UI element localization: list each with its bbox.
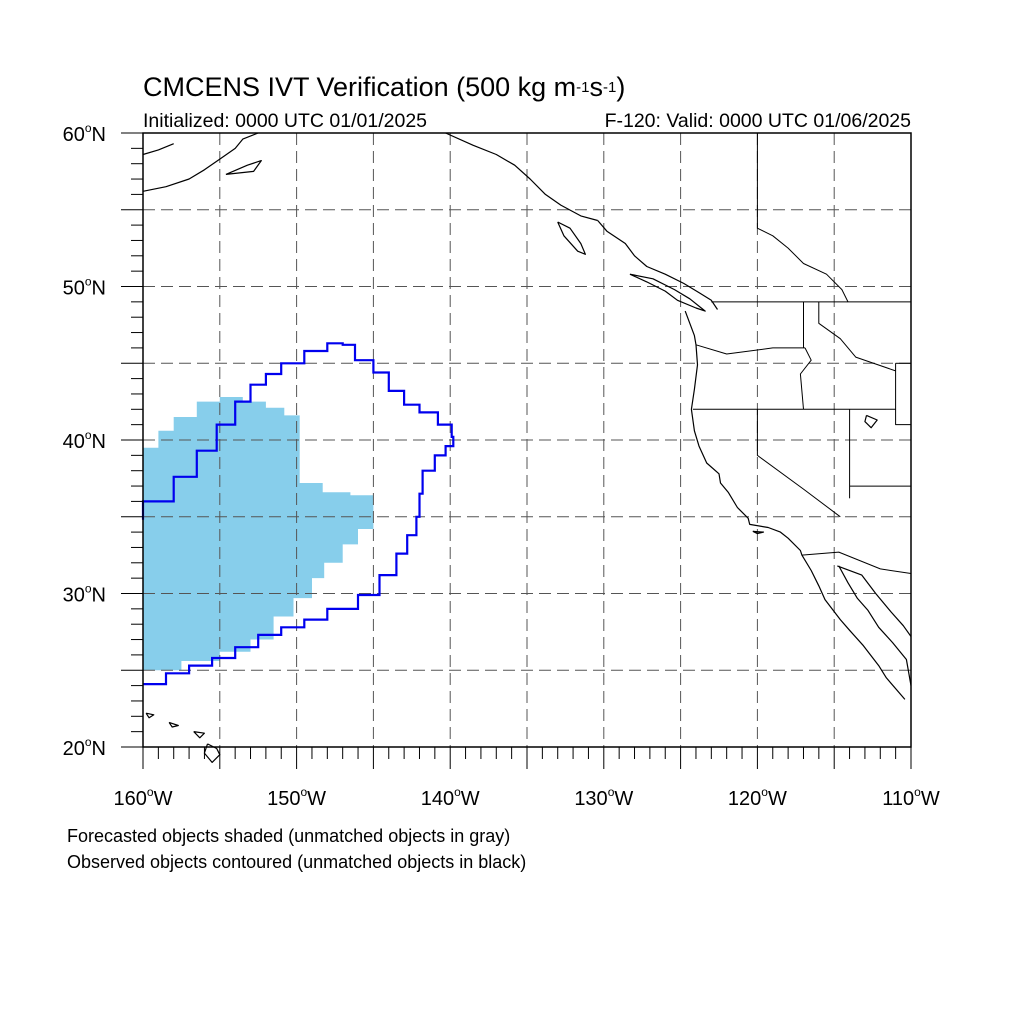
border-id-mt (818, 301, 896, 372)
coastline-channel-islands (752, 530, 765, 535)
coastline-bc-coast (597, 220, 718, 310)
axis-ticks (121, 132, 912, 769)
plot-title: CMCENS IVT Verification (500 kg m-1s-1) (143, 72, 625, 103)
coastline-alaska-west (142, 132, 259, 192)
lat-label-30: 30oN (63, 582, 106, 607)
axis-tick-labels: 20oN 30oN 40oN 50oN 60oN 160oW 150oW 140oW 130oW… (63, 121, 940, 810)
lat-label-50: 50oN (63, 275, 106, 300)
valid-time: F-120: Valid: 0000 UTC 01/06/2025 (604, 110, 911, 132)
title-exponent-2: -1 (603, 79, 617, 96)
border-ut-co-wy (895, 363, 911, 426)
border-or-wa (695, 344, 805, 355)
title-prefix: CMCENS IVT Verification (500 kg m (143, 72, 577, 102)
coastline-mexico-mainland (837, 565, 912, 637)
border-canada-bc-alberta (756, 133, 849, 303)
border-ca-nv (756, 409, 841, 518)
title-mid: s (589, 72, 604, 102)
political-borders (692, 133, 912, 574)
coastline-haida-gwaii (557, 221, 587, 255)
lat-label-20: 20oN (63, 735, 106, 760)
title-exponent-1: -1 (576, 79, 590, 96)
border-or-id (799, 347, 812, 410)
coastline-hawaii-oahu (168, 721, 179, 728)
coastline-vancouver-island (629, 273, 706, 312)
forecast-shaded-object (143, 397, 374, 671)
lon-label-160: 160oW (114, 785, 173, 810)
observed-contour-layer (141, 342, 455, 686)
lon-label-120: 120oW (728, 785, 787, 810)
lon-label-140: 140oW (421, 785, 480, 810)
coastline-alaska-upper (142, 143, 174, 156)
coastline-hawaii-maui (193, 731, 205, 739)
forecast-object-layer (143, 397, 374, 671)
lat-label-40: 40oN (63, 428, 106, 453)
coastline-gulf-of-california (838, 565, 912, 686)
footnote-observed: Observed objects contoured (unmatched ob… (67, 852, 527, 872)
footnote-forecast: Forecasted objects shaded (unmatched obj… (67, 826, 511, 846)
coastline-alaska-panhandle-coast (445, 132, 598, 222)
lat-label-60: 60oN (63, 121, 106, 146)
title-suffix: ) (616, 72, 626, 102)
observed-contour-object (141, 342, 455, 686)
lon-label-130: 130oW (574, 785, 633, 810)
coastline-us-west-coast (684, 310, 906, 700)
coastline-great-salt-lake (864, 414, 878, 429)
initialized-time: Initialized: 0000 UTC 01/01/2025 (143, 110, 428, 132)
lon-label-110: 110oW (882, 785, 940, 810)
gridlines (143, 133, 911, 747)
coastlines (142, 132, 912, 764)
coastline-kodiak-island (225, 160, 262, 175)
lon-label-150: 150oW (267, 785, 326, 810)
border-us-mexico (801, 551, 912, 574)
coastline-hawaii-kauai (145, 712, 155, 719)
